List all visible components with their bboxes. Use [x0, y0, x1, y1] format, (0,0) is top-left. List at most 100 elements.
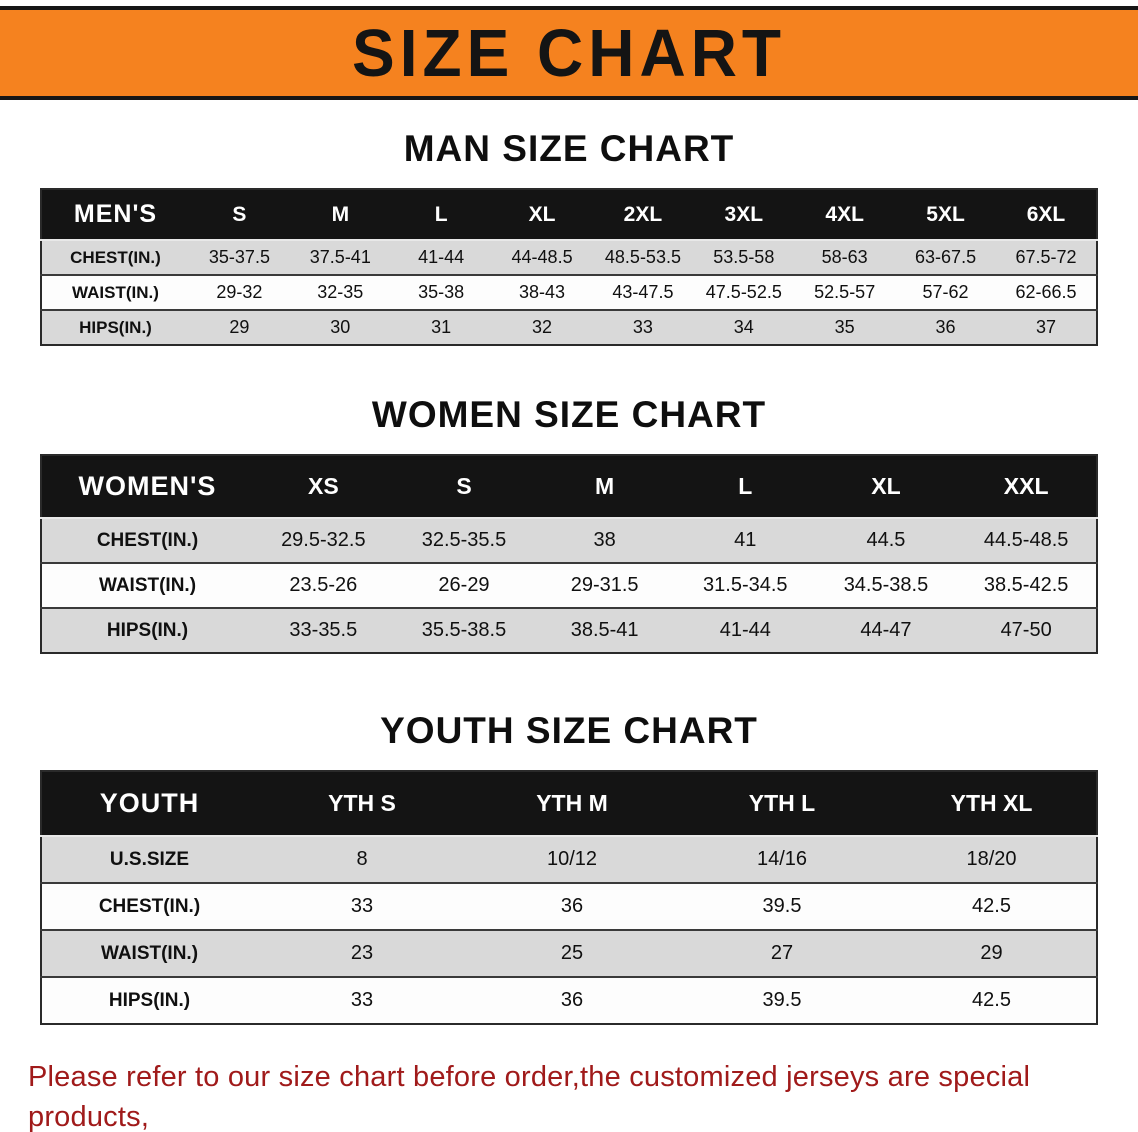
table-cell: 38.5-41 — [534, 607, 675, 653]
table-cell: 33-35.5 — [253, 607, 394, 653]
row-label: CHEST(IN.) — [96, 529, 199, 551]
table-row: WAIST(IN.) 23 25 27 29 — [41, 929, 1097, 977]
table-header-row: WOMEN'S XS S M L XL XXL — [41, 455, 1097, 519]
youth-section-heading: YOUTH SIZE CHART — [380, 710, 758, 751]
table-cell: 37.5-41 — [309, 247, 371, 267]
size-column-header: XXL — [956, 455, 1097, 519]
table-cell: 39.5 — [677, 882, 887, 930]
table-corner-label: YOUTH — [41, 771, 257, 837]
table-cell: 36 — [467, 976, 677, 1024]
size-column-header: L — [674, 455, 816, 519]
table-cell: 44-48.5 — [511, 247, 573, 267]
size-column-header: YTH M — [467, 771, 677, 837]
size-column-header: S — [393, 455, 535, 519]
table-cell: 37 — [996, 309, 1097, 345]
size-column-header: S — [189, 189, 290, 241]
table-row: WAIST(IN.) 23.5-26 26-29 29-31.5 31.5-34.5 34… — [41, 562, 1097, 608]
table-cell: 47.5-52.5 — [693, 274, 795, 310]
table-cell: 34 — [693, 309, 795, 345]
table-cell: 41-44 — [418, 247, 465, 267]
youth-size-table: YOUTH YTH S YTH M YTH L YTH XL U.S.SIZE 8 10/12… — [40, 770, 1098, 1025]
table-cell: 33 — [257, 882, 467, 930]
table-cell: 58-63 — [821, 247, 868, 267]
table-cell: 31 — [390, 309, 492, 345]
table-cell: 8 — [356, 848, 368, 870]
table-cell: 27 — [677, 929, 887, 977]
table-cell: 38.5-42.5 — [956, 562, 1097, 608]
size-column-header: 3XL — [693, 189, 795, 241]
size-column-header: YTH S — [257, 771, 467, 837]
size-chart-banner: SIZE CHART — [0, 6, 1138, 100]
women-section-heading: WOMEN SIZE CHART — [371, 394, 767, 435]
table-cell: 35-38 — [390, 274, 492, 310]
table-cell: 38 — [593, 529, 616, 551]
size-column-header: L — [390, 189, 492, 241]
table-cell: 44.5 — [866, 529, 906, 551]
table-cell: 67.5-72 — [1015, 247, 1077, 267]
banner-title: SIZE CHART — [352, 15, 786, 91]
table-cell: 29.5-32.5 — [281, 529, 366, 551]
row-label: WAIST(IN.) — [41, 929, 257, 977]
table-cell: 18/20 — [966, 848, 1017, 870]
table-cell: 29 — [189, 309, 290, 345]
table-cell: 38-43 — [491, 274, 593, 310]
table-cell: 32 — [491, 309, 593, 345]
table-cell: 23 — [257, 929, 467, 977]
row-label: CHEST(IN.) — [41, 882, 257, 930]
row-label: CHEST(IN.) — [70, 247, 161, 267]
table-cell: 48.5-53.5 — [604, 247, 681, 267]
size-column-header: M — [289, 189, 391, 241]
table-cell: 57-62 — [895, 274, 996, 310]
size-column-header: XL — [815, 455, 957, 519]
table-cell: 33 — [592, 309, 694, 345]
women-size-table: WOMEN'S XS S M L XL XXL CHEST(IN.) 29.5-32.5 32.5… — [40, 454, 1098, 654]
table-cell: 32.5-35.5 — [421, 529, 507, 551]
row-label: HIPS(IN.) — [41, 309, 189, 345]
men-size-table: MEN'S S M L XL 2XL 3XL 4XL 5XL 6XL CHEST(IN.) 35-37… — [40, 188, 1098, 346]
size-column-header: XS — [253, 455, 394, 519]
men-section-heading: MAN SIZE CHART — [403, 128, 735, 169]
table-cell: 42.5 — [887, 882, 1097, 930]
table-row: CHEST(IN.) 33 36 39.5 42.5 — [41, 882, 1097, 930]
table-cell: 43-47.5 — [592, 274, 694, 310]
row-label: U.S.SIZE — [109, 848, 190, 870]
disclaimer-line-1: Please refer to our size chart before or… — [28, 1061, 1031, 1132]
row-label: HIPS(IN.) — [41, 607, 253, 653]
table-cell: 29-31.5 — [534, 562, 675, 608]
size-column-header: M — [534, 455, 675, 519]
table-cell: 10/12 — [546, 848, 598, 870]
size-column-header: 5XL — [895, 189, 996, 241]
table-cell: 44.5-48.5 — [983, 529, 1069, 551]
disclaimer-text: Please refer to our size chart before or… — [28, 1057, 1120, 1132]
table-cell: 26-29 — [393, 562, 535, 608]
table-cell: 29 — [887, 929, 1097, 977]
table-row: WAIST(IN.) 29-32 32-35 35-38 38-43 43-47.5 47.… — [41, 274, 1097, 310]
table-row: CHEST(IN.) 35-37.5 37.5-41 41-44 44-48.5 48.5… — [41, 240, 1097, 275]
table-cell: 30 — [289, 309, 391, 345]
table-cell: 53.5-58 — [713, 247, 775, 267]
table-cell: 41 — [734, 529, 757, 551]
table-row: HIPS(IN.) 33-35.5 35.5-38.5 38.5-41 41-44 44-… — [41, 607, 1097, 653]
table-corner-label: MEN'S — [41, 189, 189, 241]
table-cell: 41-44 — [674, 607, 816, 653]
row-label: WAIST(IN.) — [41, 562, 253, 608]
table-cell: 36 — [895, 309, 996, 345]
table-cell: 33 — [257, 976, 467, 1024]
table-corner-label: WOMEN'S — [41, 455, 253, 519]
table-cell: 35-37.5 — [208, 247, 270, 267]
size-column-header: 2XL — [592, 189, 694, 241]
table-cell: 25 — [467, 929, 677, 977]
table-header-row: YOUTH YTH S YTH M YTH L YTH XL — [41, 771, 1097, 837]
table-cell: 39.5 — [677, 976, 887, 1024]
table-cell: 23.5-26 — [253, 562, 394, 608]
table-cell: 36 — [467, 882, 677, 930]
table-cell: 14/16 — [756, 848, 808, 870]
size-column-header: YTH XL — [887, 771, 1097, 837]
table-header-row: MEN'S S M L XL 2XL 3XL 4XL 5XL 6XL — [41, 189, 1097, 241]
size-column-header: 4XL — [794, 189, 896, 241]
table-cell: 44-47 — [815, 607, 957, 653]
row-label: WAIST(IN.) — [41, 274, 189, 310]
table-cell: 35.5-38.5 — [393, 607, 535, 653]
row-label: HIPS(IN.) — [41, 976, 257, 1024]
